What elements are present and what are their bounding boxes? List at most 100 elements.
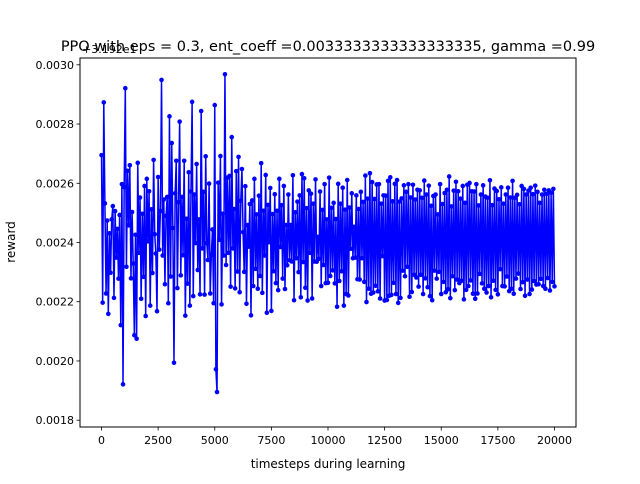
data-point	[547, 288, 553, 293]
data-point	[463, 287, 469, 293]
data-point	[130, 261, 136, 266]
data-point	[435, 212, 441, 217]
data-point	[136, 250, 142, 256]
data-point	[256, 193, 262, 199]
data-point	[106, 311, 111, 317]
data-point	[451, 188, 457, 193]
data-point	[466, 283, 471, 289]
series-layer	[99, 71, 557, 395]
data-point	[278, 244, 283, 250]
data-point	[159, 77, 164, 83]
data-point	[417, 188, 423, 193]
x-axis-label: timesteps during learning	[251, 457, 406, 471]
data-point	[283, 222, 289, 228]
data-point	[306, 188, 312, 193]
data-point	[504, 274, 510, 279]
data-point	[397, 199, 402, 204]
data-point	[487, 178, 493, 183]
data-point	[493, 287, 498, 293]
data-point	[235, 269, 240, 274]
data-point	[485, 195, 490, 201]
data-point	[237, 289, 242, 295]
data-point	[187, 303, 193, 308]
data-point	[455, 188, 461, 194]
y-tick-label: 0.0026	[36, 177, 75, 190]
data-point	[163, 213, 169, 219]
data-point	[364, 299, 369, 305]
data-point	[143, 313, 148, 319]
data-point	[196, 217, 202, 222]
data-point	[383, 193, 389, 199]
data-point	[193, 240, 198, 246]
data-point	[258, 160, 264, 166]
data-point	[160, 253, 165, 258]
data-point	[185, 281, 190, 286]
data-point	[529, 287, 535, 292]
data-point	[442, 190, 447, 196]
data-point	[501, 201, 506, 206]
data-point	[150, 270, 155, 276]
data-point	[448, 295, 453, 301]
data-point	[503, 192, 509, 197]
data-point	[210, 227, 215, 232]
data-point	[138, 296, 144, 302]
data-point	[156, 247, 162, 252]
data-point	[441, 279, 446, 285]
data-point	[260, 290, 265, 296]
data-point	[399, 196, 404, 201]
data-point	[295, 199, 300, 204]
data-point	[484, 290, 489, 295]
data-point	[290, 172, 296, 178]
data-point	[152, 231, 158, 237]
data-point	[179, 194, 185, 200]
data-point	[172, 191, 178, 196]
data-point	[509, 286, 514, 292]
data-point	[331, 200, 336, 206]
data-point	[491, 278, 496, 284]
data-point	[209, 252, 214, 257]
data-point	[142, 183, 147, 189]
data-point	[376, 181, 382, 187]
data-point	[432, 268, 437, 273]
data-point	[477, 271, 483, 277]
data-point	[300, 259, 306, 265]
data-point	[227, 173, 232, 179]
data-point	[170, 225, 176, 231]
data-point	[517, 202, 522, 207]
data-point	[168, 274, 173, 279]
x-axis: 0 2500 5000 7500 10000 12500 15000 17500 20000	[98, 427, 572, 447]
data-point	[496, 196, 502, 202]
data-point	[115, 226, 120, 232]
data-point	[292, 209, 298, 215]
data-point	[330, 268, 335, 273]
x-tick-label: 2500	[144, 434, 172, 447]
data-point	[214, 389, 220, 395]
data-point	[420, 291, 426, 297]
data-point	[347, 205, 352, 210]
data-point	[223, 262, 229, 268]
data-point	[354, 193, 359, 198]
data-point	[452, 287, 458, 293]
data-point	[267, 185, 273, 191]
data-point	[423, 276, 428, 281]
data-point	[471, 189, 477, 194]
data-point	[173, 158, 179, 164]
data-point	[334, 304, 340, 310]
data-point	[375, 289, 381, 294]
data-point	[339, 268, 344, 274]
y-tick-label: 0.0030	[36, 59, 75, 72]
data-point	[229, 134, 235, 140]
data-point	[520, 279, 526, 285]
data-point	[321, 262, 326, 268]
data-point	[359, 255, 365, 261]
data-point	[274, 208, 280, 214]
data-point	[205, 257, 211, 263]
data-point	[393, 291, 399, 297]
data-point	[280, 276, 286, 281]
data-point	[167, 114, 172, 119]
data-point	[116, 276, 121, 281]
data-point	[133, 232, 138, 238]
data-point	[479, 281, 485, 286]
data-point	[270, 211, 275, 217]
data-point	[318, 283, 324, 289]
